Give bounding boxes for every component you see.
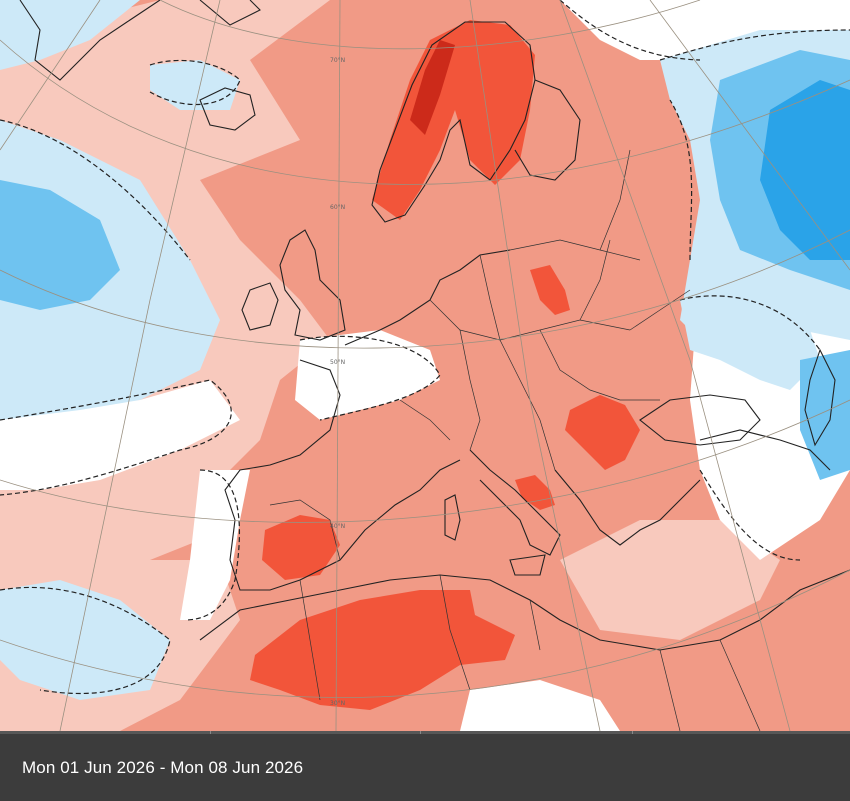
warm-strong-balkans	[565, 395, 640, 470]
warm-strong-north-africa	[250, 590, 515, 710]
country-borders	[269, 149, 761, 731]
anomaly-map[interactable]: 70°N 60°N 50°N 40°N 30°N	[0, 0, 850, 731]
cold-light-north-island	[150, 60, 240, 110]
neutral-iberia-west	[180, 470, 250, 620]
lat-label-50: 50°N	[330, 359, 345, 366]
cold-medium-east-sea	[800, 350, 850, 480]
graticule	[0, 0, 850, 731]
cold-medium-atlantic	[0, 180, 120, 310]
warm-light-east-med	[560, 520, 780, 640]
date-range-label: Mon 01 Jun 2026 - Mon 08 Jun 2026	[22, 758, 304, 777]
cold-light-southwest	[0, 580, 170, 700]
anomaly-map-canvas: 70°N 60°N 50°N 40°N 30°N	[0, 0, 850, 731]
warm-strong-scandinavia	[372, 20, 535, 220]
warm-extreme-norway	[410, 40, 455, 135]
timeline-footer: Mon 01 Jun 2026 - Mon 08 Jun 2026	[0, 731, 850, 801]
cold-light-caucasus	[680, 290, 820, 390]
cold-light-greenland	[0, 0, 140, 70]
lat-label-30: 30°N	[330, 700, 345, 707]
warm-strong-italy	[515, 475, 555, 510]
anomaly-contours	[0, 0, 850, 695]
lat-label-70: 70°N	[330, 57, 345, 64]
neutral-atlantic-north	[0, 380, 240, 490]
timeline-tick	[420, 731, 421, 734]
timeline-tick	[632, 731, 633, 734]
neutral-south	[460, 680, 620, 731]
lat-label-40: 40°N	[330, 523, 345, 530]
warm-strong-spain	[262, 515, 340, 580]
lat-label-60: 60°N	[330, 204, 345, 211]
timeline-tick	[210, 731, 211, 734]
cold-strong-russia	[760, 80, 850, 260]
warm-strong-poland	[530, 265, 570, 315]
